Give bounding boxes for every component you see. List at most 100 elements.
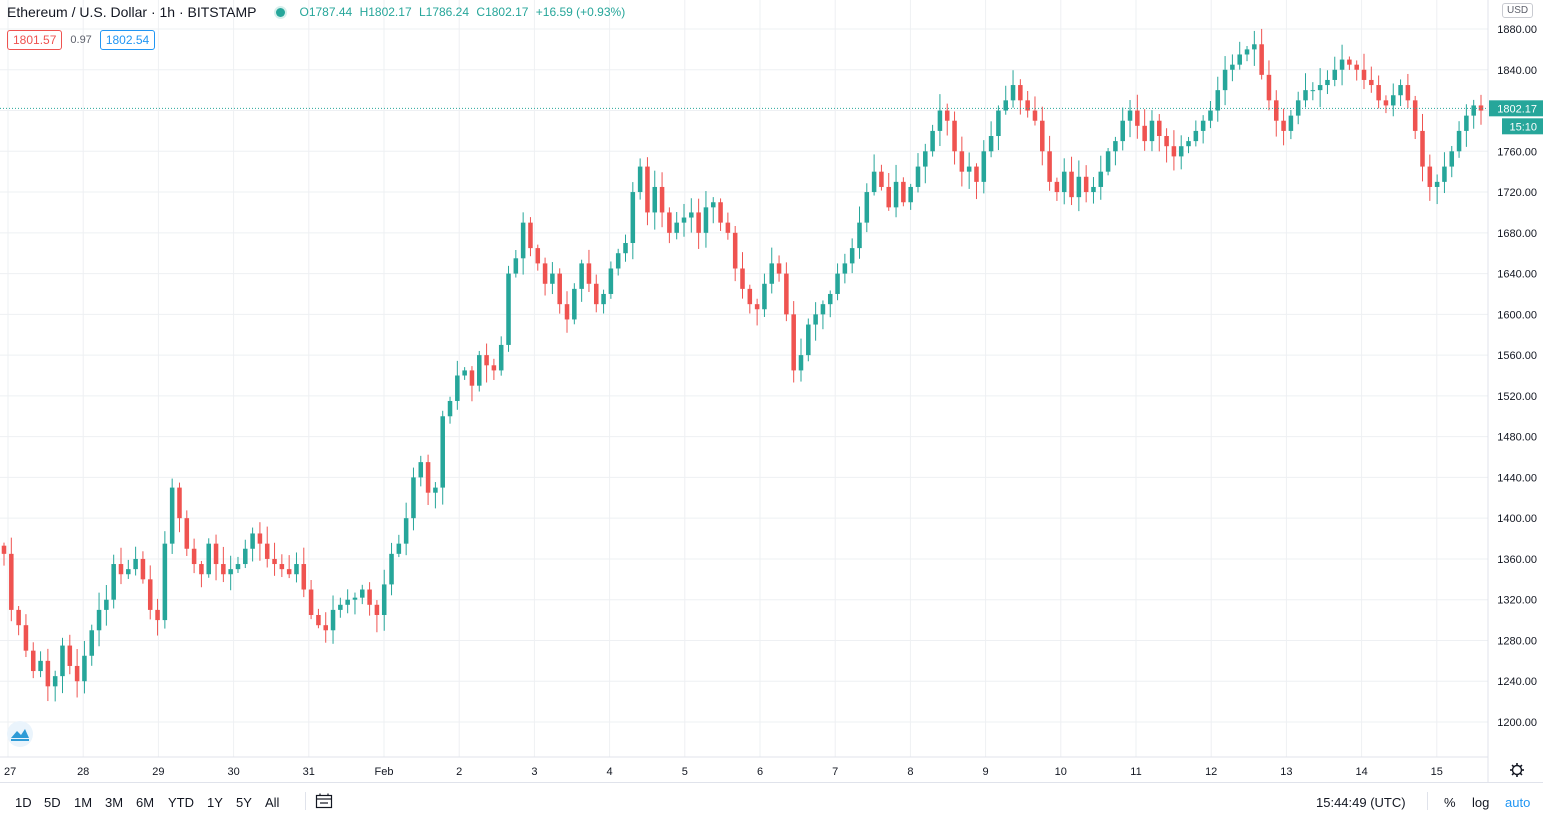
timeframe-6m[interactable]: 6M: [136, 795, 155, 810]
candle-body: [213, 543, 219, 565]
candle-body: [535, 248, 541, 264]
buy-button[interactable]: 1802.54: [99, 30, 156, 50]
candle-body: [1105, 151, 1111, 172]
candle-body: [155, 609, 160, 621]
candle-body: [564, 304, 570, 320]
candle-body: [871, 171, 877, 193]
auto-toggle[interactable]: auto: [1505, 795, 1531, 810]
timeframe-all[interactable]: All: [265, 795, 280, 810]
spread-value: 0.97: [70, 34, 92, 46]
candle-body: [1303, 90, 1308, 101]
symbol-title[interactable]: Ethereum / U.S. Dollar · 1h · BITSTAMP: [7, 4, 257, 20]
timeframe-1d[interactable]: 1D: [15, 795, 32, 810]
candle-body: [974, 166, 979, 182]
candle-body: [1281, 120, 1286, 131]
time-axis[interactable]: 27 28 29 30 31 Feb 2 3 4 5 6 7 8 9 10 11 12 13 14 15: [0, 756, 1524, 778]
candle-body: [118, 564, 124, 575]
candle-body: [16, 609, 21, 626]
gear-icon-tooth: [1511, 764, 1515, 768]
candle-body: [1127, 110, 1133, 121]
candle-body: [286, 569, 292, 575]
candle-body: [1332, 69, 1338, 80]
countdown-label: 15:10: [1509, 121, 1537, 133]
candle-body: [1464, 115, 1469, 131]
candle-body: [1069, 171, 1074, 198]
candle-body: [360, 589, 365, 598]
candle-body: [1376, 85, 1381, 101]
candle-body: [1061, 171, 1067, 193]
timeframe-1m[interactable]: 1M: [74, 795, 93, 810]
candle-body: [235, 564, 241, 570]
candle-body: [886, 186, 892, 208]
candle-body: [199, 564, 204, 575]
candle-body: [191, 548, 197, 565]
timeframe-3m[interactable]: 3M: [105, 795, 124, 810]
calendar-range-icon[interactable]: [315, 793, 333, 814]
gear-icon[interactable]: [1510, 763, 1524, 777]
candle-body: [1252, 44, 1257, 50]
candle-body: [908, 186, 913, 203]
candle-body: [1266, 74, 1272, 101]
price-tick-label: 1760.00: [1497, 146, 1537, 158]
candle-body: [345, 599, 350, 605]
candle-body: [403, 518, 409, 544]
candle-body: [301, 564, 307, 590]
candle-body: [988, 136, 994, 152]
candle-body: [367, 589, 372, 605]
gear-icon-ring: [1511, 764, 1523, 776]
candle-body: [323, 625, 328, 631]
timeframe-5y[interactable]: 5Y: [236, 795, 252, 810]
candle-body: [1449, 151, 1455, 167]
price-tick-label: 1640.00: [1497, 269, 1537, 281]
candle-body: [89, 630, 95, 656]
utc-clock[interactable]: 15:44:49 (UTC): [1316, 795, 1406, 810]
toolbar-divider: [1427, 792, 1428, 810]
candle-body: [147, 579, 153, 610]
candle-body: [681, 217, 687, 223]
candle-body: [849, 248, 855, 264]
market-status-icon: [276, 7, 286, 17]
log-toggle[interactable]: log: [1472, 795, 1490, 810]
close-value: 1802.17: [485, 5, 529, 19]
candle-body: [784, 273, 789, 315]
low-value: 1786.24: [425, 5, 470, 19]
candle-body: [740, 268, 745, 289]
time-tick-label: 8: [907, 766, 913, 778]
candle-body: [1369, 79, 1374, 86]
candle-body: [1361, 69, 1367, 80]
candle-body: [418, 462, 424, 478]
candle-body: [1412, 100, 1418, 131]
candle-body: [966, 166, 972, 172]
candle-body: [272, 558, 277, 565]
time-tick-label: 10: [1055, 766, 1067, 778]
candle-body: [491, 365, 497, 371]
timeframe-1y[interactable]: 1Y: [207, 795, 223, 810]
timeframe-5d[interactable]: 5D: [44, 795, 61, 810]
candle-body: [177, 487, 182, 519]
price-axis[interactable]: 1200.00 1240.00 1280.00 1320.00 1360.00 1400.…: [0, 0, 1543, 782]
time-tick-label: 4: [607, 766, 613, 778]
candle-body: [623, 243, 628, 254]
candle-body: [104, 599, 109, 610]
time-tick-label: 6: [757, 766, 763, 778]
candle-body: [813, 314, 818, 325]
candle-body: [1113, 141, 1118, 152]
time-tick-label: 30: [227, 766, 239, 778]
candle-body: [1442, 166, 1447, 182]
time-tick-label: 27: [4, 766, 16, 778]
candle-body: [659, 186, 665, 213]
gear-icon-tooth: [1519, 764, 1523, 768]
gear-icon-tooth: [1519, 772, 1523, 776]
tradingview-logo-icon[interactable]: [7, 721, 33, 747]
gear-icon-tooth: [1511, 772, 1515, 776]
symbol-header: Ethereum / U.S. Dollar · 1h · BITSTAMP O…: [7, 4, 625, 20]
candle-body: [425, 462, 431, 493]
candle-body: [228, 569, 233, 575]
price-chart[interactable]: 1200.00 1240.00 1280.00 1320.00 1360.00 1400.…: [0, 0, 1543, 782]
candle-body: [455, 375, 460, 401]
sell-button[interactable]: 1801.57: [7, 30, 63, 50]
candle-body: [1120, 120, 1125, 142]
percent-toggle[interactable]: %: [1444, 795, 1456, 810]
timeframe-ytd[interactable]: YTD: [168, 795, 194, 810]
currency-label[interactable]: USD: [1502, 3, 1534, 18]
